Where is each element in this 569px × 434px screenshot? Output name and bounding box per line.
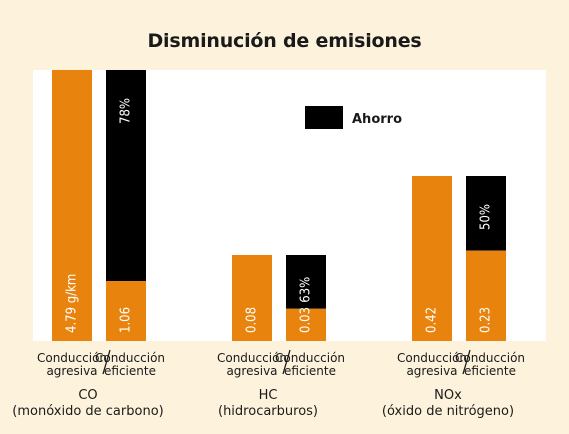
legend-label: Ahorro (352, 112, 402, 127)
label-separator-co (102, 349, 111, 375)
category-label-co-eficiente: eficiente (104, 364, 156, 378)
bar-nox-agresiva (412, 176, 452, 341)
category-label-hc-agresiva: agresiva (226, 364, 277, 378)
group-subtitle-hc: (hidrocarburos) (218, 404, 318, 419)
bar-co-agresiva (52, 70, 92, 341)
bar-nox-ahorro (466, 176, 506, 251)
label-separator-nox (462, 349, 471, 375)
category-label-co-agresiva: agresiva (46, 364, 97, 378)
bar-nox-eficiente (466, 250, 506, 341)
chart-title: Disminución de emisiones (147, 30, 422, 52)
category-label-nox-eficiente: eficiente (464, 364, 516, 378)
group-label-co: CO (78, 388, 97, 403)
category-label-co-agresiva: Conducción (37, 351, 107, 365)
category-label-hc-eficiente: Conducción (275, 351, 345, 365)
value-label-co-ahorro-pct: 78% (119, 98, 134, 124)
bar-hc-ahorro (286, 255, 326, 309)
value-label-hc-agresiva: 0.08 (245, 307, 260, 333)
category-label-nox-eficiente: Conducción (455, 351, 525, 365)
category-label-co-eficiente: Conducción (95, 351, 165, 365)
label-separator-hc (282, 349, 291, 375)
value-label-nox-eficiente: 0.23 (479, 307, 494, 333)
group-subtitle-nox: (óxido de nitrógeno) (382, 404, 514, 419)
value-label-hc-ahorro-pct: 63% (299, 277, 314, 303)
legend: Ahorro (305, 106, 402, 129)
value-label-hc-eficiente: 0.03 (299, 307, 314, 333)
legend-swatch (305, 106, 343, 129)
category-label-hc-eficiente: eficiente (284, 364, 336, 378)
value-label-nox-agresiva: 0.42 (425, 307, 440, 333)
category-label-nox-agresiva: Conducción (397, 351, 467, 365)
group-label-nox: NOx (434, 388, 462, 403)
value-label-co-eficiente: 1.06 (119, 307, 134, 333)
group-subtitle-co: (monóxido de carbono) (12, 404, 163, 419)
group-label-hc: HC (259, 388, 278, 403)
category-label-hc-agresiva: Conducción (217, 351, 287, 365)
value-label-co-agresiva: 4.79 g/km (65, 274, 80, 333)
bar-hc-agresiva (232, 255, 272, 341)
category-label-nox-agresiva: agresiva (406, 364, 457, 378)
value-label-nox-ahorro-pct: 50% (479, 204, 494, 230)
bar-co-eficiente (106, 281, 146, 341)
bar-co-ahorro (106, 70, 146, 282)
bar-hc-eficiente (286, 308, 326, 341)
